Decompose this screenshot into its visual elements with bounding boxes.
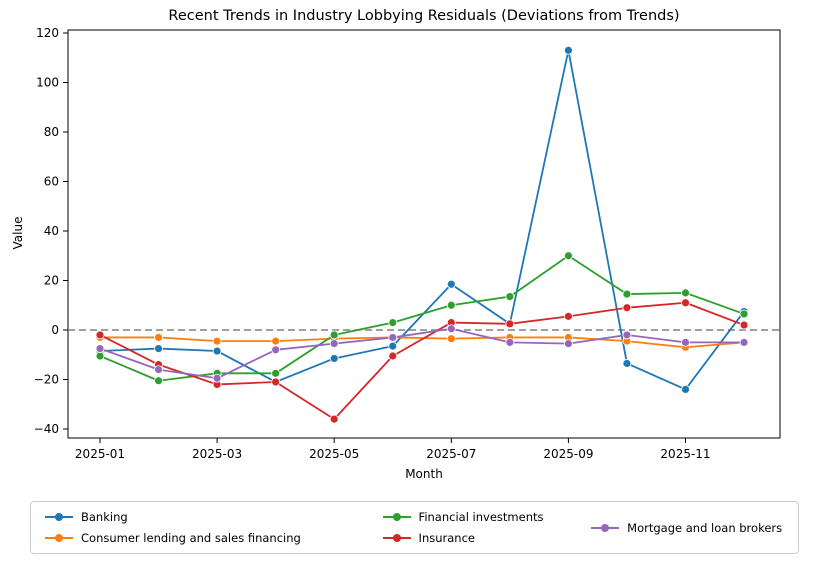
data-point [505,319,515,329]
y-tick-label: 40 [44,224,59,238]
data-point [622,303,632,313]
legend-column: Financial investments Insurance [382,510,592,545]
x-axis-label: Month [405,467,443,481]
x-tick-label: 2025-01 [75,447,125,461]
y-tick-label: −40 [34,422,59,436]
y-tick-label: 120 [36,26,59,40]
series-line [100,336,745,349]
data-point [505,292,515,301]
data-point [681,298,690,308]
data-point [329,414,339,424]
data-point [681,384,690,394]
data-point [271,336,281,346]
data-point [681,337,690,347]
data-point [564,311,573,321]
legend-line-marker-icon [382,512,411,522]
legend-column: Banking Consumer lending and sales financ… [45,510,383,545]
x-tick-label: 2025-09 [543,447,593,461]
series-insurance [95,298,749,424]
y-tick-label: −20 [34,373,59,387]
data-point [739,320,749,330]
series-line [99,254,745,382]
legend-label: Insurance [418,531,475,545]
legend: Banking Consumer lending and sales financ… [30,501,799,554]
y-tick-label: 100 [36,76,59,90]
x-axis: 2025-01 2025-03 2025-05 2025-07 2025-09 2025-… [75,438,711,461]
data-point [681,288,690,298]
data-point [271,345,281,355]
data-point [505,337,515,347]
y-tick-label: 60 [44,175,59,189]
data-point [388,351,398,361]
data-point [739,309,749,319]
data-point [212,373,222,383]
x-tick-label: 2025-05 [309,447,359,461]
data-point [271,368,281,378]
legend-label: Financial investments [418,510,544,524]
legend-line-marker-icon [45,512,73,522]
series-consumer-lending-and-sales-financing [95,333,749,352]
legend-column: Mortgage and loan brokers [591,521,788,535]
data-point [388,341,398,351]
data-point [329,339,339,349]
data-point [95,330,105,340]
data-point [154,365,163,375]
axes-frame [67,29,781,439]
legend-item-banking: Banking [45,510,383,524]
data-point [154,376,163,386]
data-point [446,324,456,334]
data-point [564,45,573,55]
legend-item-financial-investments: Financial investments [382,510,592,524]
data-point [95,344,105,353]
data-point [446,279,456,289]
series-mortgage-and-loan-brokers [95,324,749,383]
data-point [329,330,339,340]
legend-label: Consumer lending and sales financing [81,531,301,545]
data-point [622,330,632,340]
x-tick-label: 2025-11 [660,447,710,461]
data-point [622,289,632,299]
data-point [388,333,398,342]
data-point [739,337,749,347]
series-line [99,49,745,391]
y-tick-label: 80 [44,125,59,139]
y-axis: −40 −20 0 20 40 60 80 100 120 [34,26,68,436]
legend-item-mortgage-and-loan-brokers: Mortgage and loan brokers [591,521,788,535]
series-line [99,327,745,380]
data-point [271,377,281,387]
x-tick-label: 2025-03 [192,447,242,461]
legend-item-insurance: Insurance [382,531,592,545]
chart-title: Recent Trends in Industry Lobbying Resid… [168,8,680,24]
legend-item-consumer-lending-and-sales-financing: Consumer lending and sales financing [45,531,383,545]
data-point [564,251,573,261]
series-line [99,301,745,421]
data-point [446,300,456,310]
data-point [212,346,222,356]
legend-line-marker-icon [591,523,620,533]
data-point [329,354,339,363]
data-point [446,334,456,344]
series-banking [95,45,749,394]
x-tick-label: 2025-07 [426,447,476,461]
legend-label: Banking [81,510,128,524]
y-tick-label: 20 [44,274,59,288]
y-tick-label: 0 [51,323,59,337]
data-point [564,339,573,349]
series-financial-investments [95,251,749,386]
data-point [154,344,163,353]
legend-label: Mortgage and loan brokers [627,520,783,535]
legend-line-marker-icon [382,533,411,543]
data-point [388,318,398,327]
data-point [622,359,632,368]
data-point [154,333,163,342]
legend-line-marker-icon [45,533,73,543]
data-point [212,336,222,346]
data-point [95,351,105,361]
